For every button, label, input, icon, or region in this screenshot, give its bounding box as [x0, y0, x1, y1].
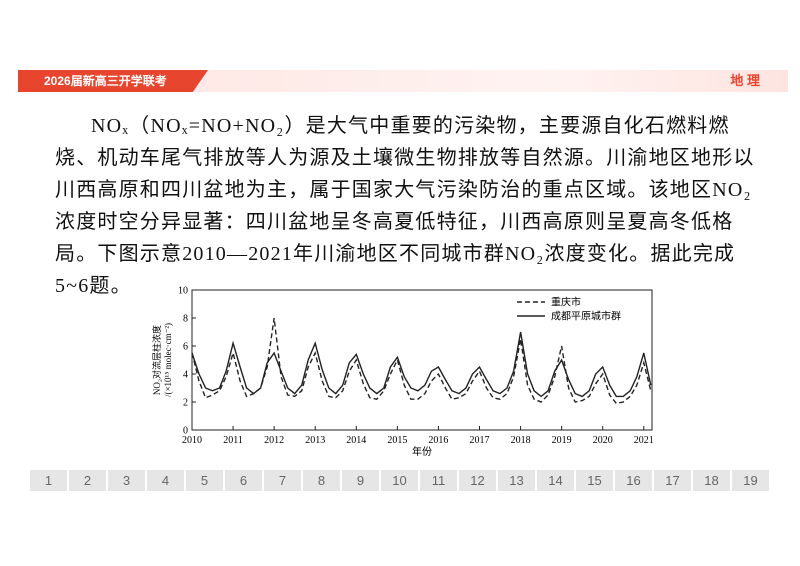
y-tick-label: 2 — [183, 398, 188, 409]
subject: 地 理 — [730, 73, 760, 88]
series-line — [191, 317, 652, 405]
y-tick-label: 10 — [178, 286, 188, 297]
y-axis-label: /(×10¹⁵ molec·cm⁻²) — [163, 323, 173, 397]
x-tick-label: 2013 — [305, 435, 325, 446]
page-button[interactable]: 3 — [108, 470, 145, 491]
legend-label: 重庆市 — [551, 296, 581, 309]
header-band — [18, 70, 788, 92]
x-tick-label: 2014 — [346, 435, 366, 446]
page-button[interactable]: 19 — [732, 470, 769, 491]
y-tick-label: 6 — [183, 342, 188, 353]
x-tick-label: 2016 — [428, 435, 448, 446]
page-button[interactable]: 14 — [537, 470, 574, 491]
x-tick-label: 2010 — [182, 435, 202, 446]
passage: NOₓ（NOₓ=NO+NO₂）是大气中重要的污染物，主要源自化石燃料燃烧、机动车… — [55, 115, 755, 297]
x-tick-label: 2019 — [552, 435, 572, 446]
page-button[interactable]: 13 — [498, 470, 535, 491]
x-tick-label: 2020 — [593, 435, 613, 446]
y-tick-label: 4 — [183, 370, 188, 381]
x-tick-label: 2015 — [387, 435, 407, 446]
legend-label: 成都平原城市群 — [551, 310, 621, 323]
x-tick-label: 2017 — [470, 435, 490, 446]
page-button[interactable]: 11 — [420, 470, 457, 491]
x-tick-label: 2012 — [264, 435, 284, 446]
exam-title: 2026届新高三开学联考 — [18, 70, 208, 92]
page-button[interactable]: 16 — [615, 470, 652, 491]
page-button[interactable]: 1 — [30, 470, 67, 491]
page-button[interactable]: 2 — [69, 470, 106, 491]
x-tick-label: 2018 — [511, 435, 531, 446]
page-button[interactable]: 7 — [264, 470, 301, 491]
x-tick-label: 2011 — [223, 435, 243, 446]
page-button[interactable]: 17 — [654, 470, 691, 491]
y-axis-label: NO₂对流层柱浓度 — [151, 325, 162, 395]
page-button[interactable]: 8 — [303, 470, 340, 491]
y-tick-label: 8 — [183, 314, 188, 325]
page-button[interactable]: 12 — [459, 470, 496, 491]
page-button[interactable]: 5 — [186, 470, 223, 491]
page-button[interactable]: 9 — [342, 470, 379, 491]
page-button[interactable]: 15 — [576, 470, 613, 491]
y-tick-label: 0 — [183, 426, 188, 437]
x-tick-label: 2021 — [634, 435, 654, 446]
pagination: 1 2 3 4 5 6 7 8 9 10 11 12 13 14 15 16 17 18 19 — [30, 470, 769, 491]
plot-frame — [191, 289, 653, 431]
page-button[interactable]: 18 — [693, 470, 730, 491]
page-button[interactable]: 6 — [225, 470, 262, 491]
series-line — [191, 331, 652, 398]
page-button[interactable]: 10 — [381, 470, 418, 491]
page-button[interactable]: 4 — [147, 470, 184, 491]
x-axis-label: 年份 — [412, 445, 432, 458]
chart: 0 2 4 6 8 10 2010 2011 2012 2013 2014 2015 2016 2017 2… — [151, 286, 654, 459]
